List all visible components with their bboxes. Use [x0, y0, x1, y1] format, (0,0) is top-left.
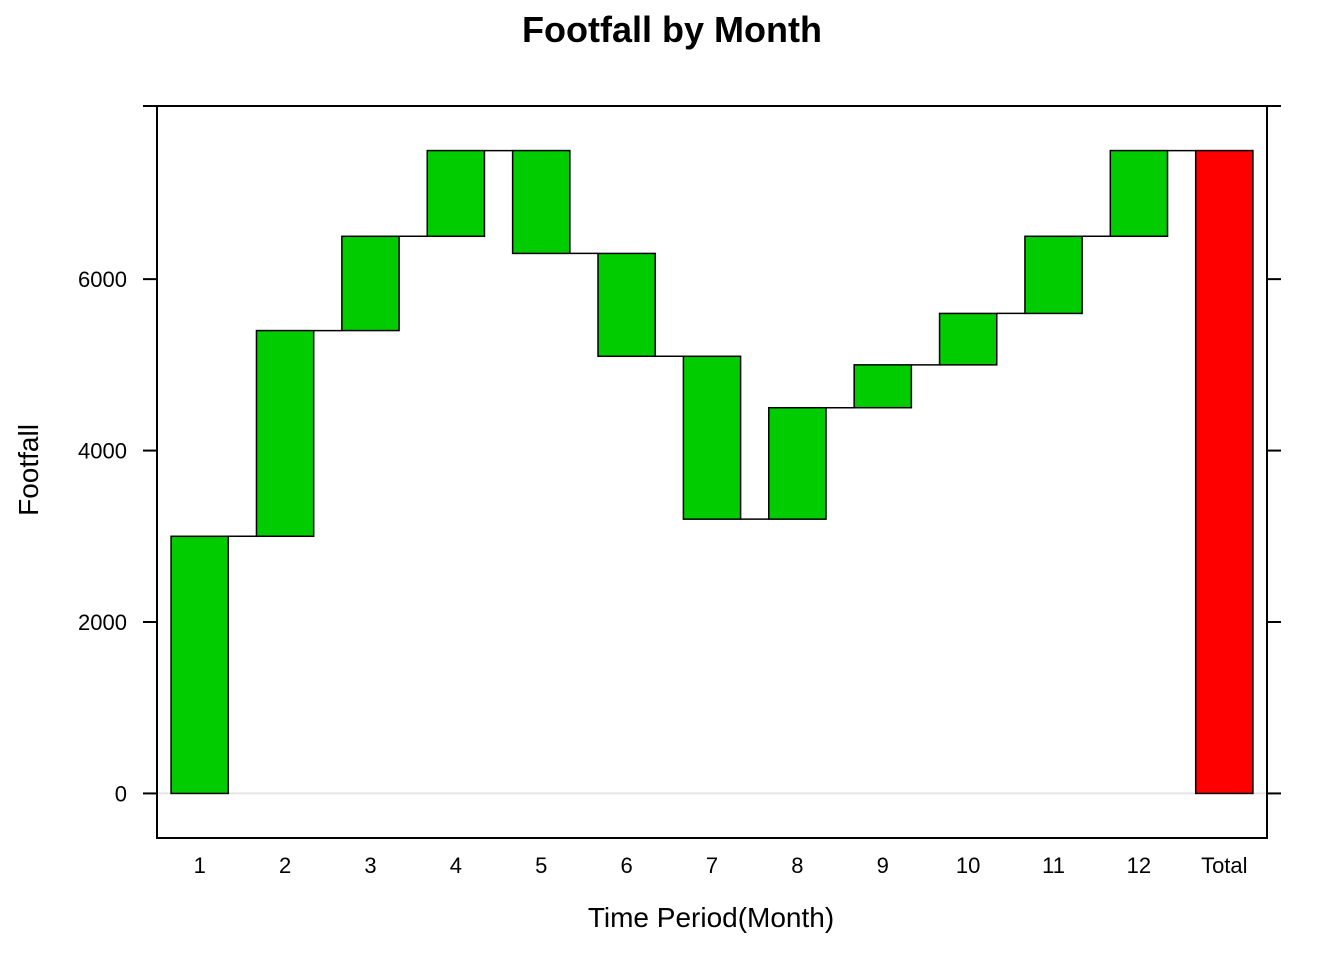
x-tick-label: 1: [194, 853, 206, 878]
x-tick-label: 11: [1042, 853, 1065, 878]
x-tick-label: 6: [620, 853, 632, 878]
y-tick-label: 4000: [78, 439, 127, 464]
bar-month-4: [426, 149, 486, 238]
bar-total: [1194, 149, 1254, 795]
y-tick-label: 0: [115, 781, 127, 806]
bar-month-10: [938, 312, 998, 366]
x-tick-label: 12: [1127, 853, 1151, 878]
plot-frame: [156, 105, 1268, 839]
bar-month-12: [1109, 149, 1169, 238]
x-tick-label: 9: [877, 853, 889, 878]
bar-month-3: [341, 235, 400, 332]
x-tick-label: 2: [279, 853, 291, 878]
x-tick-label: 4: [450, 853, 462, 878]
x-tick-label: 5: [535, 853, 547, 878]
bar-month-11: [1024, 235, 1083, 315]
bar-month-1: [170, 535, 230, 795]
y-tick-label: 6000: [78, 267, 127, 292]
y-axis-title: Footfall: [13, 424, 44, 516]
chart-title: Footfall by Month: [522, 9, 822, 50]
bar-month-9: [853, 364, 913, 409]
x-axis-title: Time Period(Month): [588, 902, 834, 933]
bar-month-8: [768, 406, 827, 520]
x-tick-label: 10: [956, 853, 980, 878]
bar-month-6: [597, 252, 656, 358]
x-tick-label: 3: [364, 853, 376, 878]
x-tick-label: 7: [706, 853, 718, 878]
x-tick-label: 8: [791, 853, 803, 878]
y-tick-label: 2000: [78, 610, 127, 635]
bar-month-7: [682, 355, 742, 520]
bar-month-2: [255, 329, 315, 538]
x-tick-label: Total: [1201, 853, 1247, 878]
bar-month-5: [511, 149, 571, 255]
